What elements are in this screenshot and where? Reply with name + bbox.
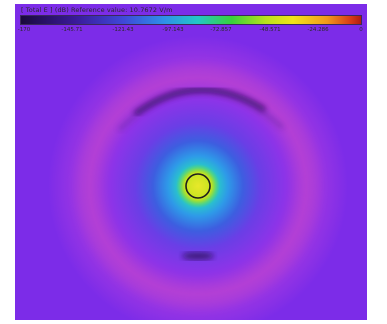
lower-null-spot <box>182 252 214 260</box>
tick-label: -48.571 <box>259 27 281 33</box>
tick-label: 0 <box>359 27 363 33</box>
upper-null-arc-outer <box>117 88 285 132</box>
colorbar <box>20 15 362 25</box>
core-glow <box>176 164 220 208</box>
antenna-ring-icon <box>185 173 211 199</box>
legend-title: [ Total E ] (dB) Reference value: 10.767… <box>21 6 173 14</box>
halo-ring <box>77 65 319 307</box>
colorbar-legend: [ Total E ] (dB) Reference value: 10.767… <box>15 4 367 40</box>
tick-label: -24.286 <box>307 27 329 33</box>
tick-label: -121.43 <box>112 27 134 33</box>
tick-label: -72.857 <box>210 27 232 33</box>
field-intensity-map <box>15 4 367 320</box>
tick-label: -145.71 <box>61 27 83 33</box>
tick-label: -170 <box>17 27 31 33</box>
tick-label: -97.143 <box>162 27 184 33</box>
field-plot-panel: [ Total E ] (dB) Reference value: 10.767… <box>15 4 367 320</box>
